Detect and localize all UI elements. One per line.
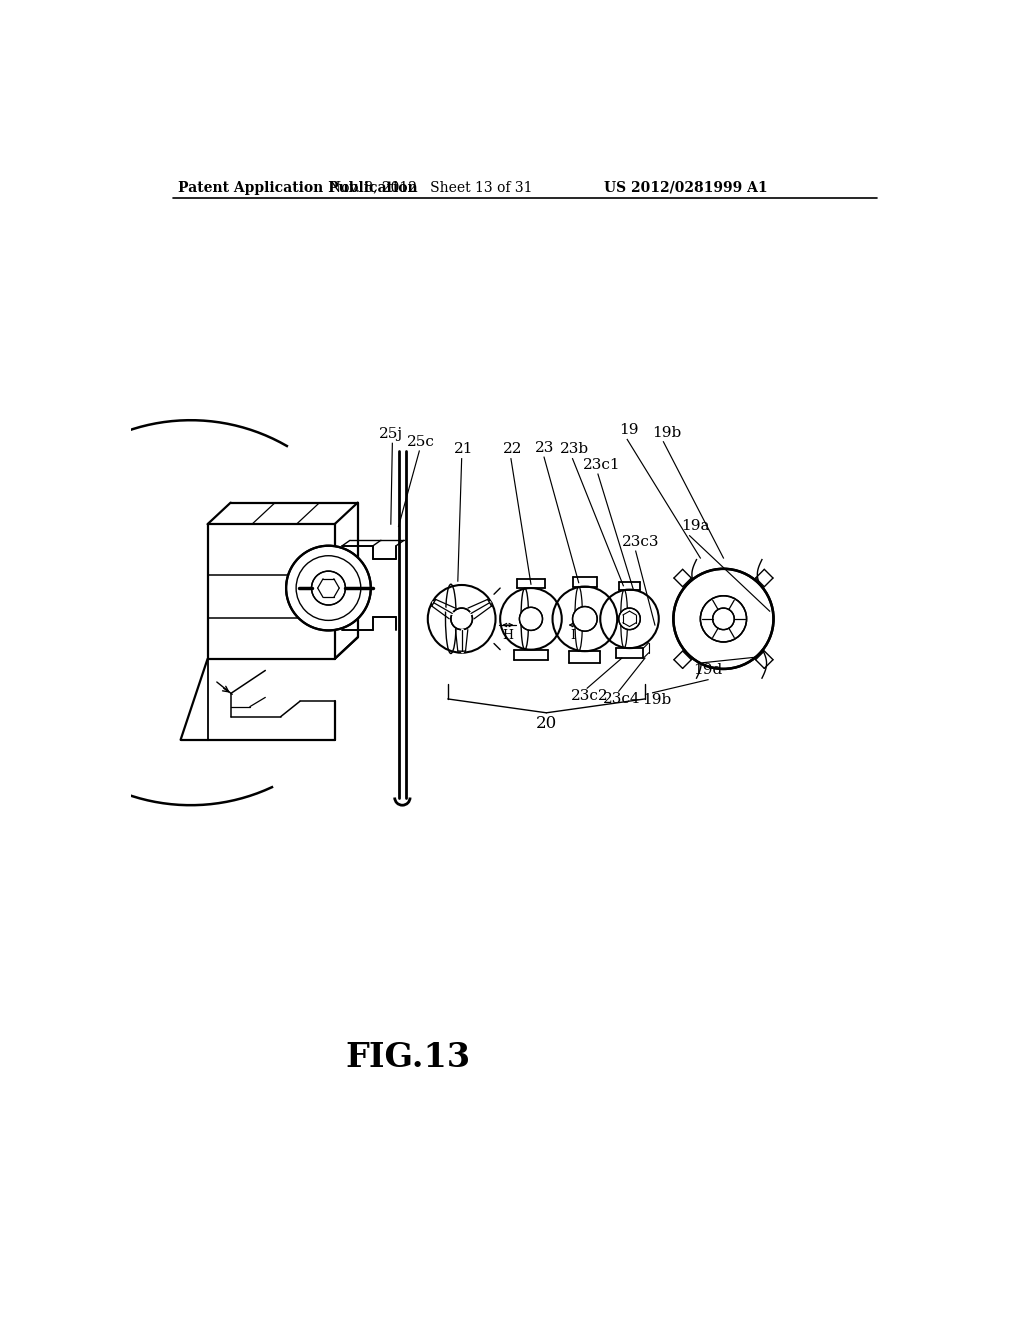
- Text: 19b: 19b: [652, 425, 682, 440]
- Text: Nov. 8, 2012   Sheet 13 of 31: Nov. 8, 2012 Sheet 13 of 31: [329, 181, 532, 194]
- Text: 25j: 25j: [379, 428, 402, 441]
- Text: 19d: 19d: [693, 664, 723, 677]
- Text: 23c3: 23c3: [622, 535, 659, 549]
- Text: 19a: 19a: [681, 519, 710, 533]
- Text: 23c4: 23c4: [603, 692, 641, 706]
- Circle shape: [713, 609, 734, 630]
- Text: FIG.13: FIG.13: [345, 1041, 470, 1074]
- Circle shape: [311, 572, 345, 605]
- Text: I: I: [570, 628, 575, 642]
- Text: 19: 19: [618, 424, 639, 437]
- Circle shape: [674, 569, 773, 669]
- Text: 23c1: 23c1: [583, 458, 621, 471]
- Text: 23b: 23b: [560, 442, 590, 457]
- Circle shape: [618, 609, 640, 630]
- Circle shape: [286, 545, 371, 631]
- Text: 25c: 25c: [407, 434, 435, 449]
- Text: 23c2: 23c2: [570, 689, 608, 702]
- Text: 22: 22: [503, 442, 522, 457]
- Circle shape: [572, 607, 597, 631]
- Circle shape: [519, 607, 543, 631]
- Text: 20: 20: [536, 715, 557, 733]
- Text: 23: 23: [536, 441, 555, 455]
- Text: 19b: 19b: [642, 693, 671, 708]
- Text: US 2012/0281999 A1: US 2012/0281999 A1: [604, 181, 768, 194]
- Circle shape: [700, 595, 746, 642]
- Text: Patent Application Publication: Patent Application Publication: [178, 181, 418, 194]
- Text: 21: 21: [454, 442, 473, 457]
- Circle shape: [451, 609, 472, 630]
- Text: H: H: [503, 628, 513, 642]
